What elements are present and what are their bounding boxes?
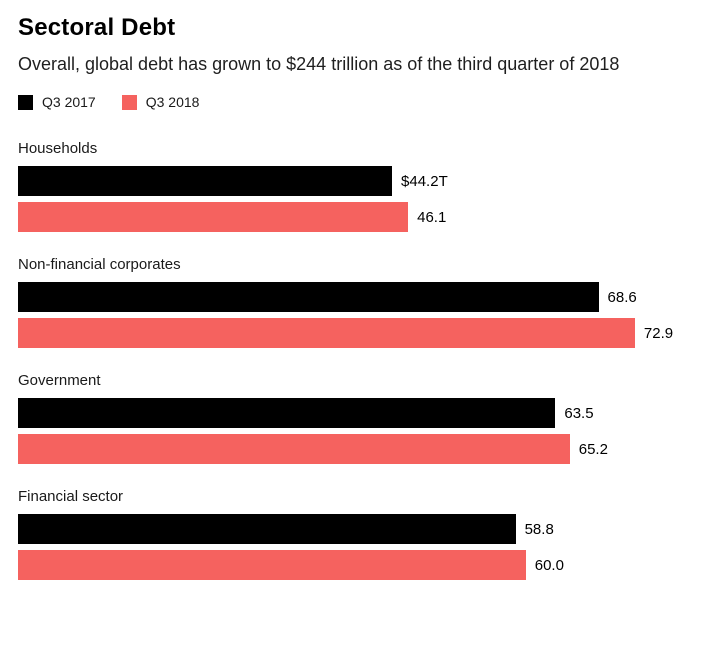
chart-subtitle: Overall, global debt has grown to $244 t… (18, 54, 620, 74)
bar-q3-2018 (18, 202, 409, 233)
legend-label-q3-2017: Q3 2017 (42, 94, 96, 111)
bar-row: 58.8 (18, 514, 695, 545)
bar-value-label: $44.2T (401, 172, 448, 190)
bar-row: $44.2T (18, 166, 695, 197)
legend-swatch-q3-2018 (121, 94, 137, 110)
category-label: Non-financial corporates (18, 256, 181, 274)
chart-area: Households $44.2T 46.1 Non-financial corpor… (18, 140, 695, 581)
bar-group: Non-financial corporates 68.6 72.9 (18, 256, 695, 349)
category-label: Financial sector (18, 488, 124, 506)
legend-swatch-q3-2017 (18, 94, 33, 110)
category-label: Government (18, 372, 101, 390)
bar-row: 46.1 (18, 202, 695, 233)
legend-item-q3-2018: Q3 2018 (121, 94, 200, 111)
legend-label-q3-2018: Q3 2018 (145, 94, 200, 111)
legend: Q3 2017 Q3 2018 (18, 94, 695, 110)
bar-row: 68.6 (18, 282, 695, 313)
bar-group: Financial sector 58.8 60.0 (18, 488, 695, 581)
bar-value-label: 72.9 (643, 324, 674, 342)
bar-row: 63.5 (18, 398, 695, 429)
bar-value-label: 46.1 (417, 208, 447, 226)
bar-value-label: 68.6 (607, 288, 637, 306)
bar-row: 72.9 (18, 318, 695, 349)
bar-value-label: 65.2 (578, 440, 608, 458)
legend-item-q3-2017: Q3 2017 (18, 94, 96, 110)
bar-group: Households $44.2T 46.1 (18, 140, 695, 233)
category-label: Households (18, 140, 98, 158)
bar-q3-2018 (18, 550, 526, 581)
bar-q3-2018 (18, 434, 570, 465)
bar-q3-2018 (18, 318, 635, 349)
bar-row: 65.2 (18, 434, 695, 465)
bar-q3-2017 (18, 398, 556, 429)
bar-row: 60.0 (18, 550, 695, 581)
bar-q3-2017 (18, 282, 599, 313)
bar-value-label: 58.8 (524, 520, 554, 538)
bar-value-label: 63.5 (564, 404, 594, 422)
bar-group: Government 63.5 65.2 (18, 372, 695, 465)
bar-q3-2017 (18, 514, 516, 545)
chart-title: Sectoral Debt (18, 14, 176, 41)
bar-value-label: 60.0 (534, 556, 564, 574)
bar-q3-2017 (18, 166, 393, 197)
